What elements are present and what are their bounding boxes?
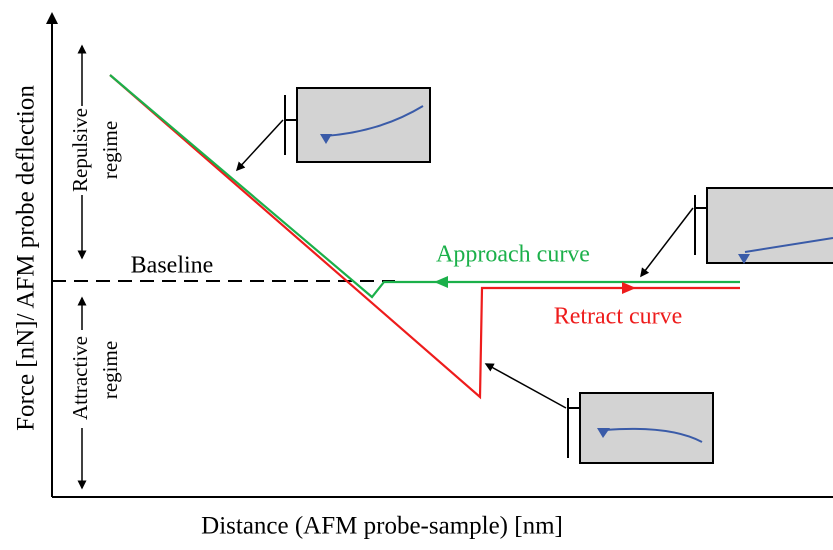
approach-arrow bbox=[434, 276, 448, 288]
attractive-label: regime bbox=[98, 341, 122, 399]
y-axis-label: Force [nN]/ AFM probe deflection bbox=[13, 85, 40, 431]
retract-arrow bbox=[622, 282, 636, 294]
approach-label: Approach curve bbox=[436, 242, 590, 268]
baseline-label: Baseline bbox=[131, 253, 214, 279]
inset bbox=[486, 364, 713, 463]
inset bbox=[237, 88, 430, 170]
x-axis-label: Distance (AFM probe-sample) [nm] bbox=[201, 513, 563, 540]
repulsive-label: regime bbox=[98, 121, 122, 179]
inset bbox=[641, 188, 833, 276]
repulsive-label: Repulsive bbox=[68, 108, 92, 192]
retract-label: Retract curve bbox=[554, 304, 683, 330]
attractive-label: Attractive bbox=[68, 336, 92, 420]
diagram: Force [nN]/ AFM probe deflection Distanc… bbox=[0, 0, 833, 550]
